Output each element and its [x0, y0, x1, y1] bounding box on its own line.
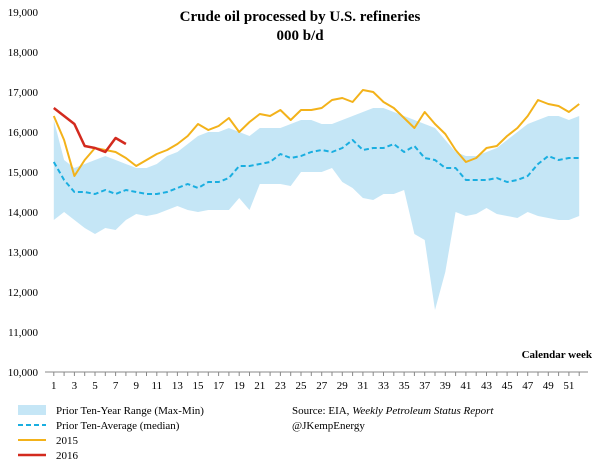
x-tick-label: 45	[502, 380, 514, 392]
legend-label-2016: 2016	[56, 450, 79, 462]
y-tick-label: 13,000	[8, 247, 39, 259]
y-tick-label: 12,000	[8, 287, 39, 299]
x-tick-label: 27	[316, 380, 328, 392]
x-tick-label: 1	[51, 380, 57, 392]
series-layer	[52, 89, 580, 195]
x-tick-label: 19	[234, 380, 246, 392]
range-band	[53, 108, 580, 310]
legend-label-range: Prior Ten-Year Range (Max-Min)	[56, 405, 204, 417]
series-line-2016	[53, 107, 127, 154]
legend-label-2015: 2015	[56, 435, 79, 447]
chart-title: Crude oil processed by U.S. refineries	[180, 9, 421, 25]
x-axis-label: Calendar week	[522, 349, 593, 361]
x-tick-label: 13	[172, 380, 184, 392]
x-tick-label: 3	[72, 380, 78, 392]
legend-swatch-range	[18, 405, 46, 415]
x-tick-label: 51	[563, 380, 574, 392]
x-tick-label: 11	[152, 380, 163, 392]
series-line-prior-ten-average-median	[52, 139, 580, 195]
source-prefix: Source: EIA,	[292, 405, 352, 417]
x-tick-label: 23	[275, 380, 287, 392]
source-note: Source: EIA, Weekly Petroleum Status Rep…	[292, 405, 494, 417]
x-tick-label: 7	[113, 380, 119, 392]
x-tick-label: 31	[357, 380, 368, 392]
chart-subtitle: 000 b/d	[276, 28, 324, 44]
x-tick-label: 37	[419, 380, 431, 392]
x-tick-label: 35	[399, 380, 411, 392]
series-line-2015	[52, 89, 580, 177]
x-tick-label: 9	[133, 380, 139, 392]
x-tick-label: 25	[296, 380, 308, 392]
y-tick-label: 19,000	[8, 7, 39, 19]
x-tick-label: 15	[193, 380, 205, 392]
source-title: Weekly Petroleum Status Report	[352, 405, 494, 417]
y-tick-label: 14,000	[8, 207, 39, 219]
x-tick-label: 39	[440, 380, 452, 392]
y-tick-label: 16,000	[8, 127, 39, 139]
x-tick-label: 49	[543, 380, 555, 392]
y-tick-label: 10,000	[8, 367, 39, 379]
x-tick-label: 17	[213, 380, 225, 392]
x-tick-label: 41	[460, 380, 471, 392]
author-handle: @JKempEnergy	[292, 420, 365, 432]
legend: Prior Ten-Year Range (Max-Min) Prior Ten…	[18, 405, 204, 462]
x-axis: 1 3 5 7 9 11 13 15 17 19 21 23 25 27 29 31 33 35 37 39 41 43 4…	[45, 371, 588, 392]
x-tick-label: 47	[522, 380, 534, 392]
x-tick-label: 29	[337, 380, 349, 392]
y-tick-label: 11,000	[8, 327, 38, 339]
x-tick-label: 43	[481, 380, 493, 392]
x-tick-label: 5	[92, 380, 98, 392]
x-tick-label: 33	[378, 380, 390, 392]
y-tick-label: 15,000	[8, 167, 39, 179]
y-axis: 10,000 11,000 12,000 13,000 14,000 15,000 16,0…	[8, 7, 39, 379]
y-tick-label: 17,000	[8, 87, 39, 99]
plot-area: 10,000 11,000 12,000 13,000 14,000 15,000 16,0…	[8, 7, 588, 392]
y-tick-label: 18,000	[8, 47, 39, 59]
legend-label-median: Prior Ten-Average (median)	[56, 420, 180, 432]
x-tick-label: 21	[254, 380, 265, 392]
